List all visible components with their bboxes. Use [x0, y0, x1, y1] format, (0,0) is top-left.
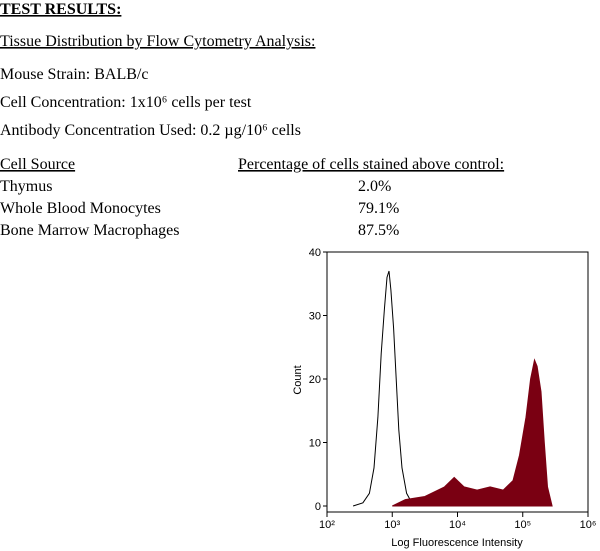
x-tick-label: 10⁶: [580, 519, 597, 531]
title: TEST RESULTS:: [0, 1, 121, 18]
x-axis-label: Log Fluorescence Intensity: [391, 537, 523, 549]
cell: 2.0%: [358, 178, 391, 195]
plot-frame: [326, 251, 589, 513]
cell: Thymus: [0, 178, 52, 195]
cell: Bone Marrow Macrophages: [0, 222, 180, 239]
x-tick-label: 10⁴: [449, 519, 466, 531]
subtitle: Tissue Distribution by Flow Cytometry An…: [0, 33, 315, 50]
cell: 87.5%: [358, 222, 399, 239]
histogram-line: [352, 270, 419, 507]
column-header: Percentage of cells stained above contro…: [238, 156, 504, 173]
detail: Cell Concentration: 1x10⁶ cells per test: [0, 94, 252, 111]
x-tick-label: 10⁵: [514, 519, 531, 531]
column-header: Cell Source: [0, 156, 75, 173]
histogram-area: [392, 358, 553, 507]
detail: Antibody Concentration Used: 0.2 µg/10⁶ …: [0, 122, 301, 139]
y-tick-label: 10: [309, 438, 321, 450]
y-axis-label: Count: [292, 365, 304, 394]
x-tick-label: 10²: [319, 519, 335, 531]
y-tick-label: 0: [315, 501, 321, 513]
y-tick-label: 20: [309, 374, 321, 386]
cell: 79.1%: [358, 200, 399, 217]
x-tick-label: 10³: [384, 519, 400, 531]
y-tick-label: 40: [309, 247, 321, 259]
cell: Whole Blood Monocytes: [0, 200, 161, 217]
detail: Mouse Strain: BALB/c: [0, 66, 148, 83]
y-tick-label: 30: [309, 311, 321, 323]
